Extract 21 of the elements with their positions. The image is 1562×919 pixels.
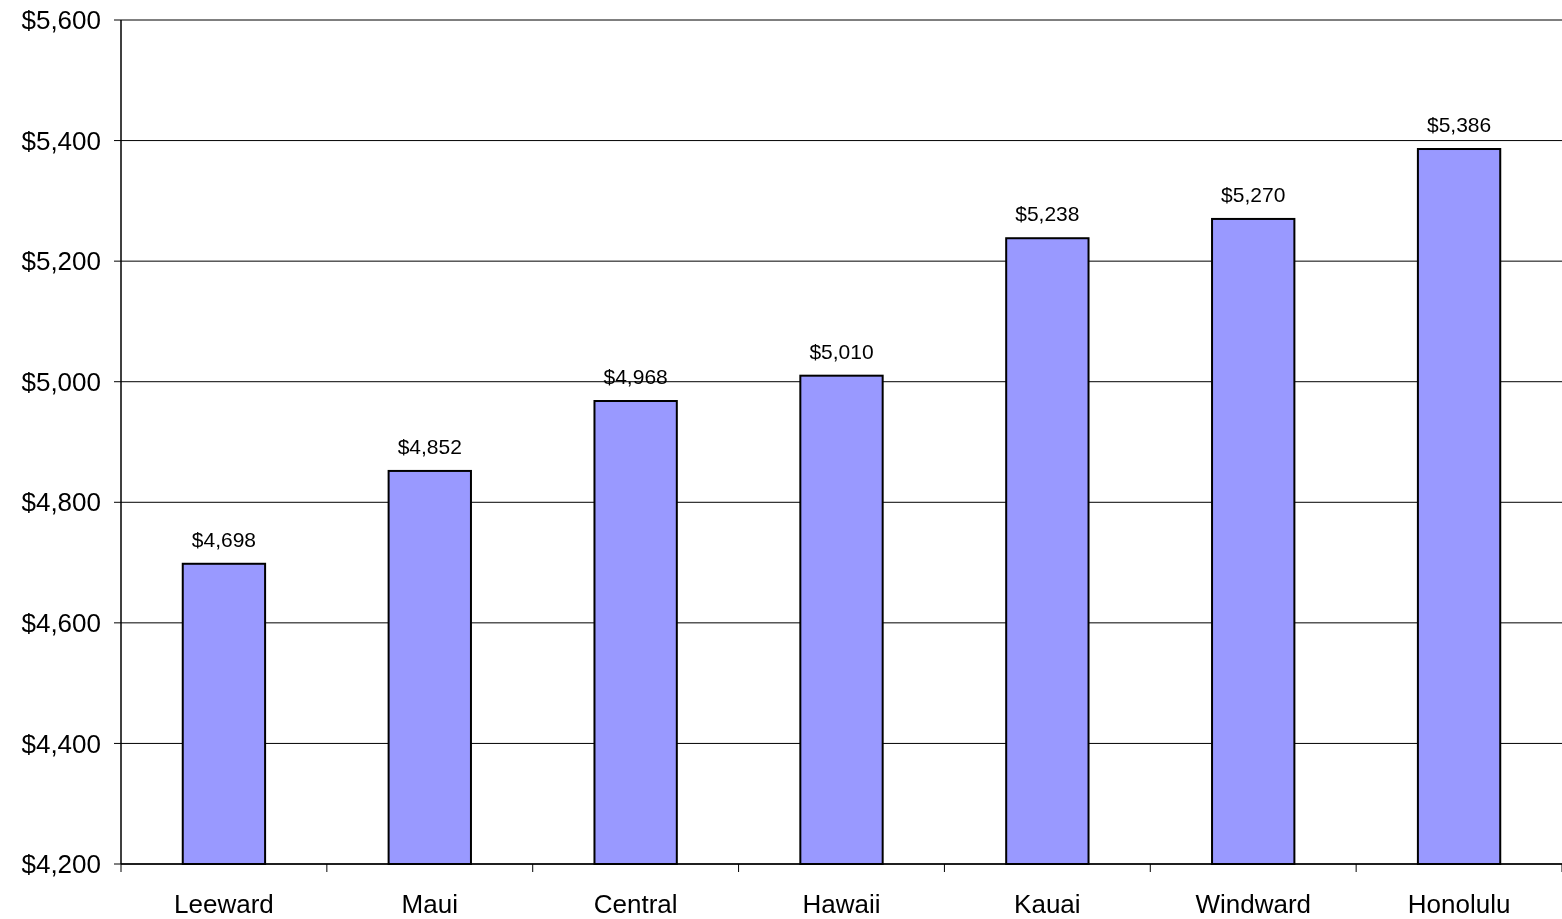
x-tick-label: Honolulu <box>1407 889 1511 919</box>
x-tick-label: Windward <box>1195 889 1312 919</box>
y-tick-label: $5,600 <box>21 5 101 36</box>
y-tick-label: $4,800 <box>21 487 101 518</box>
x-tick-label: Kauai <box>1014 889 1081 919</box>
y-tick-label: $4,200 <box>21 849 101 880</box>
y-tick-label: $4,600 <box>21 607 101 638</box>
y-tick-label: $5,000 <box>21 366 101 397</box>
x-tick-label: Leeward <box>174 889 274 919</box>
x-tick-label: Central <box>593 889 678 919</box>
y-tick-label: $5,200 <box>21 246 101 277</box>
data-label: $5,010 <box>809 339 874 363</box>
data-label: $4,852 <box>397 434 462 458</box>
x-tick-label: Hawaii <box>802 889 881 919</box>
x-tick-label: Maui <box>401 889 458 919</box>
data-label: $5,270 <box>1221 182 1286 206</box>
data-label: $5,238 <box>1015 202 1080 226</box>
y-tick-label: $5,400 <box>21 125 101 156</box>
y-tick-label: $4,400 <box>21 728 101 759</box>
data-label: $5,386 <box>1426 113 1492 137</box>
data-label: $4,698 <box>191 527 257 551</box>
